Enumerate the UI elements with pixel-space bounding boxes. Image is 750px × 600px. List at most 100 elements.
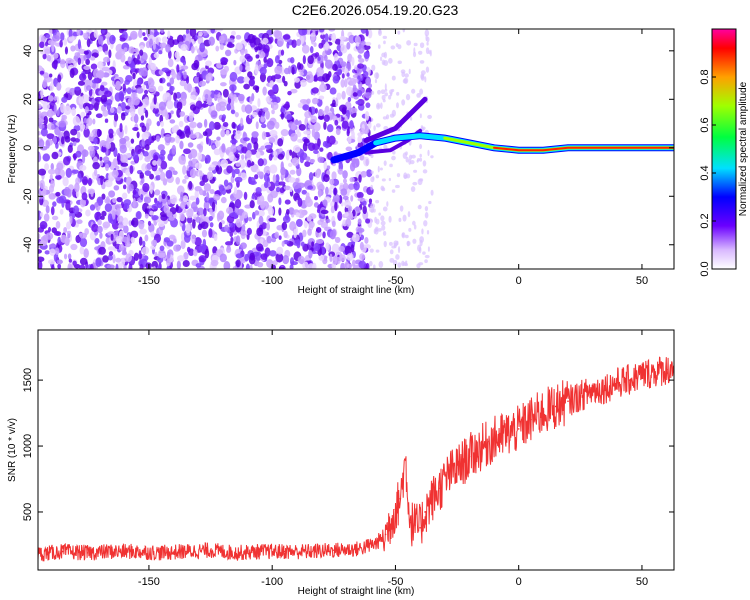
noise-blob — [118, 243, 125, 252]
noise-blob — [287, 90, 292, 96]
noise-blob — [40, 111, 49, 117]
noise-blob — [142, 182, 150, 193]
noise-blob — [332, 99, 336, 107]
noise-blob — [198, 188, 204, 196]
noise-blob — [259, 201, 266, 209]
noise-blob — [235, 130, 242, 137]
noise-blob — [391, 75, 396, 81]
noise-blob — [313, 74, 318, 81]
noise-blob — [329, 178, 335, 185]
noise-blob — [76, 29, 81, 36]
noise-blob — [60, 234, 68, 243]
noise-blob — [344, 211, 349, 217]
noise-blob — [347, 205, 353, 212]
noise-blob — [347, 96, 352, 103]
noise-blob — [123, 265, 127, 269]
noise-blob — [48, 243, 56, 248]
noise-blob — [296, 131, 302, 138]
noise-blob — [297, 197, 303, 208]
noise-blob — [388, 177, 392, 182]
noise-blob — [408, 68, 411, 75]
noise-blob — [179, 213, 186, 222]
noise-blob — [323, 54, 328, 62]
noise-blob — [195, 216, 201, 223]
noise-blob — [64, 46, 69, 55]
noise-blob — [140, 177, 145, 184]
noise-blob — [87, 177, 92, 187]
noise-blob — [389, 163, 393, 168]
noise-blob — [48, 192, 56, 200]
noise-blob — [135, 59, 141, 65]
noise-blob — [419, 143, 423, 150]
noise-blob — [55, 221, 61, 229]
noise-blob — [109, 34, 116, 45]
noise-blob — [393, 242, 397, 249]
snr-point — [628, 379, 631, 381]
noise-blob — [47, 226, 52, 233]
noise-blob — [355, 100, 362, 105]
snr-point — [308, 550, 310, 553]
noise-blob — [45, 139, 51, 149]
y-tick-label: -20 — [22, 188, 34, 204]
snr-point — [468, 455, 471, 458]
noise-blob — [123, 199, 132, 206]
noise-blob — [117, 215, 124, 223]
noise-blob — [364, 237, 369, 244]
noise-blob — [85, 85, 92, 91]
noise-blob — [50, 206, 55, 216]
noise-blob — [227, 41, 233, 47]
noise-blob — [190, 45, 195, 54]
noise-blob — [70, 243, 78, 251]
noise-blob — [281, 221, 288, 231]
noise-blob — [168, 50, 172, 59]
noise-blob — [196, 71, 201, 78]
noise-blob — [186, 216, 193, 224]
noise-blob — [176, 64, 180, 74]
snr-series-line — [38, 356, 674, 562]
noise-blob — [209, 189, 215, 195]
noise-blob — [230, 236, 234, 244]
noise-blob — [322, 199, 328, 207]
noise-blob — [365, 41, 372, 46]
noise-blob — [63, 105, 72, 115]
noise-blob — [39, 70, 45, 75]
noise-blob — [94, 237, 100, 245]
noise-blob — [49, 248, 56, 256]
noise-blob — [43, 115, 48, 125]
noise-blob — [313, 42, 317, 47]
noise-blob — [377, 44, 381, 49]
noise-blob — [395, 254, 400, 260]
noise-blob — [149, 210, 154, 216]
noise-blob — [344, 245, 352, 256]
noise-blob — [263, 63, 268, 69]
noise-blob — [334, 201, 338, 212]
noise-blob — [208, 215, 213, 221]
noise-blob — [199, 180, 205, 186]
noise-blob — [302, 55, 306, 65]
noise-blob — [174, 51, 180, 59]
noise-blob — [168, 234, 176, 240]
noise-blob — [67, 263, 72, 269]
noise-blob — [315, 239, 324, 244]
noise-blob — [113, 185, 120, 191]
noise-blob — [38, 152, 41, 162]
noise-blob — [241, 211, 249, 219]
noise-blob — [191, 234, 196, 244]
noise-blob — [248, 217, 253, 222]
noise-blob — [180, 44, 188, 52]
noise-blob — [186, 246, 191, 253]
noise-blob — [182, 195, 189, 203]
noise-blob — [278, 197, 282, 206]
x-tick-label: 50 — [636, 576, 648, 588]
noise-blob — [173, 244, 181, 252]
noise-blob — [150, 62, 157, 71]
noise-blob — [180, 65, 189, 70]
noise-blob — [155, 135, 161, 142]
noise-blob — [175, 135, 180, 144]
noise-blob — [138, 220, 145, 230]
noise-blob — [144, 96, 149, 106]
snr-point — [409, 521, 412, 524]
noise-blob — [179, 140, 184, 150]
noise-blob — [407, 211, 411, 218]
noise-blob — [170, 110, 174, 115]
